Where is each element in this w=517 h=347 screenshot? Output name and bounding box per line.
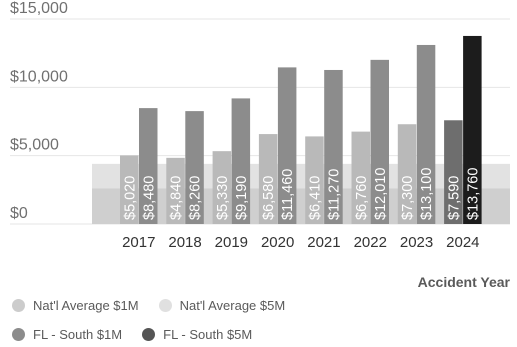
legend-swatch-fl-1m [12,328,25,341]
x-tick-label: 2022 [354,234,387,251]
bar-label-fl-5m: $12,010 [373,168,389,220]
bar-fl-5m [277,67,297,224]
bar-fl-1m [166,157,185,224]
bar-fl-1m [120,155,139,224]
bar-fl-5m [231,98,251,224]
bar-fl-5m [463,35,482,224]
bar-label-fl-5m: $11,460 [280,169,296,220]
bar-label-fl-1m: $6,410 [307,176,323,220]
bar-label-fl-5m: $13,100 [419,168,435,220]
x-tick-label: 2019 [215,234,248,251]
legend-row-1: Nat'l Average $1M Nat'l Average $5M [12,298,305,313]
bar-label-fl-5m: $8,260 [188,176,204,220]
x-tick-label: 2024 [446,234,479,251]
bar-label-fl-1m: $6,760 [354,176,370,220]
bar-label-fl-1m: $4,840 [169,176,185,220]
bar-label-fl-1m: $7,590 [446,176,462,220]
y-tick-label: $5,000 [10,137,59,154]
legend-row-2: FL - South $1M FL - South $5M [12,327,272,342]
legend-item-natl-1m: Nat'l Average $1M [12,298,139,313]
x-tick-label: 2021 [307,234,340,251]
bar-label-fl-1m: $5,330 [215,176,231,220]
bar-fl-5m [324,69,343,224]
x-axis-title: Accident Year [418,274,511,290]
bar-label-fl-1m: $6,580 [261,176,277,220]
bar-fl-5m [139,108,158,224]
y-tick-label: $10,000 [10,68,68,85]
x-tick-label: 2017 [122,234,155,251]
bar-fl-5m [370,59,389,224]
bar-fl-5m [185,111,204,224]
bar-label-fl-5m: $11,270 [326,169,342,220]
bar-fl-1m [212,151,232,224]
x-tick-label: 2018 [168,234,201,251]
y-tick-label: $15,000 [10,0,68,17]
bar-fl-1m [305,136,324,224]
legend-item-fl-5m: FL - South $5M [142,327,252,342]
x-tick-label: 2023 [400,234,433,251]
legend-label-fl-1m: FL - South $1M [33,327,123,342]
natl-avg-5m-band [92,163,510,189]
legend-label-fl-5m: FL - South $5M [163,327,253,342]
legend-label-natl-1m: Nat'l Average $1M [33,298,139,313]
legend-swatch-fl-5m [142,328,156,341]
legend-item-natl-5m: Nat'l Average $5M [158,298,286,313]
legend-label-natl-5m: Nat'l Average $5M [179,298,286,313]
bar-fl-1m [351,131,370,224]
bar-label-fl-1m: $5,020 [122,176,138,220]
x-tick-label: 2020 [261,234,294,251]
bar-fl-5m [416,44,436,224]
y-tick-label: $0 [10,205,28,222]
legend-item-fl-1m: FL - South $1M [12,327,122,342]
bar-fl-1m [258,134,278,224]
bar-label-fl-5m: $9,190 [234,176,250,220]
legend-swatch-natl-5m [158,299,172,312]
bar-label-fl-5m: $8,480 [141,176,157,220]
bar-label-fl-5m: $13,760 [465,168,481,220]
bar-label-fl-1m: $7,300 [400,176,416,220]
natl-avg-1m-band [92,188,510,224]
bar-fl-1m [397,124,417,224]
legend-swatch-natl-1m [12,299,25,312]
bar-fl-1m [444,120,463,224]
